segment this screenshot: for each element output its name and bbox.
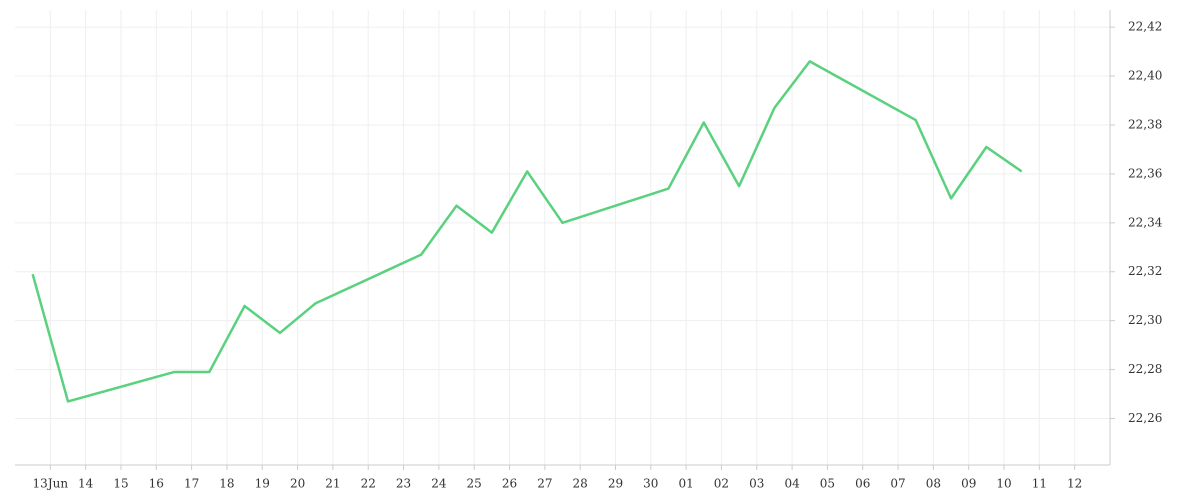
x-tick-label: 16: [149, 477, 164, 491]
y-tick-label: 22,26: [1128, 411, 1162, 425]
x-tick-label: 18: [219, 477, 234, 491]
x-tick-label: 19: [255, 477, 270, 491]
x-tick-label: 23: [396, 477, 411, 491]
x-tick-label: 26: [502, 477, 517, 491]
y-tick-label: 22,38: [1128, 117, 1162, 131]
x-tick-label: 05: [820, 477, 835, 491]
x-tick-label: 02: [714, 477, 729, 491]
x-tick-label: 27: [537, 477, 552, 491]
x-tick-label: 10: [996, 477, 1011, 491]
x-tick-label: 01: [678, 477, 693, 491]
y-tick-label: 22,28: [1128, 362, 1162, 376]
y-tick-label: 22,34: [1128, 215, 1163, 229]
x-tick-label: 04: [784, 477, 800, 491]
x-tick-label: 11: [1032, 477, 1047, 491]
x-tick-label: 07: [890, 477, 905, 491]
x-tick-label: 24: [431, 477, 447, 491]
x-tick-label: 25: [467, 477, 482, 491]
x-tick-label: 08: [926, 477, 941, 491]
x-tick-label: 17: [184, 477, 199, 491]
x-tick-label: 29: [608, 477, 623, 491]
x-tick-label: 28: [573, 477, 588, 491]
x-tick-label: 09: [961, 477, 976, 491]
x-tick-label: 30: [643, 477, 658, 491]
x-tick-label: 22: [361, 477, 376, 491]
x-tick-label: 12: [1067, 477, 1082, 491]
x-tick-label: 21: [325, 477, 340, 491]
x-tick-label: 03: [749, 477, 764, 491]
x-tick-label: 14: [78, 477, 94, 491]
x-tick-label: 13Jun: [33, 477, 69, 491]
line-series: [31, 60, 1023, 403]
x-tick-label: 06: [855, 477, 870, 491]
y-tick-label: 22,30: [1128, 313, 1162, 327]
y-tick-label: 22,42: [1128, 20, 1162, 34]
x-tick-label: 20: [290, 477, 305, 491]
y-tick-label: 22,36: [1128, 166, 1162, 180]
y-tick-label: 22,40: [1128, 69, 1162, 83]
y-tick-label: 22,32: [1128, 264, 1162, 278]
x-tick-label: 15: [113, 477, 128, 491]
